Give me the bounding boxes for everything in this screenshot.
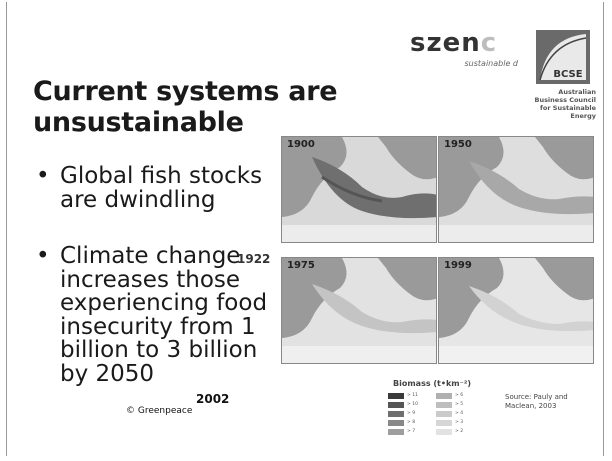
bullet-dot-icon: • xyxy=(36,243,50,269)
legend-swatch xyxy=(388,392,404,399)
legend-swatch xyxy=(436,419,452,426)
legend-label: > 4 xyxy=(455,411,464,416)
fish-biomass-map-image xyxy=(439,258,593,363)
source-line: Maclean, 2003 xyxy=(505,402,557,410)
legend-swatch xyxy=(388,401,404,408)
legend-label: > 7 xyxy=(407,429,416,434)
fish-biomass-map-image xyxy=(282,258,436,363)
legend-label: > 2 xyxy=(455,429,464,434)
bcse-emblem-text: BCSE xyxy=(553,69,582,80)
bcse-line: for Sustainable xyxy=(540,104,596,112)
fish-biomass-map-image xyxy=(282,137,436,242)
source-line: Source: Pauly and xyxy=(505,393,568,401)
legend-row: > 5 xyxy=(436,401,463,408)
legend-row: > 9 xyxy=(388,410,418,417)
legend-row: > 2 xyxy=(436,428,463,435)
slide-title: Current systems are unsustainable xyxy=(33,76,338,138)
legend-swatch xyxy=(436,428,452,435)
legend-swatch xyxy=(388,428,404,435)
bullet-text: Global fish stocks are dwindling xyxy=(60,163,263,213)
legend-label: > 9 xyxy=(407,411,416,416)
map-year-label: 1950 xyxy=(444,139,472,150)
bullet-text: Climate change increases those experienc… xyxy=(60,243,268,387)
legend-label: > 8 xyxy=(407,420,416,425)
copyright-text: © Greenpeace xyxy=(126,406,193,416)
map-1999: 1999 xyxy=(438,257,594,364)
legend-row: > 10 xyxy=(388,401,418,408)
bullet-item: • Climate change increases those experie… xyxy=(36,243,286,387)
legend-swatch xyxy=(436,401,452,408)
title-line-2: unsustainable xyxy=(33,107,244,138)
map-1950: 1950 xyxy=(438,136,594,243)
legend-row: > 7 xyxy=(388,428,418,435)
bcse-line: Energy xyxy=(570,112,596,120)
szenc-word-fade: c xyxy=(480,28,498,58)
bcse-logo: BCSE Australian Business Council for Sus… xyxy=(534,28,596,120)
legend-row: > 6 xyxy=(436,392,463,399)
szenc-tagline: sustainable d xyxy=(464,59,518,68)
legend-row: > 11 xyxy=(388,392,418,399)
year-note-2002: 2002 xyxy=(196,392,230,406)
legend-row: > 4 xyxy=(436,410,463,417)
legend-row: > 3 xyxy=(436,419,463,426)
year-note-1922: 1922 xyxy=(237,252,271,266)
legend-label: > 11 xyxy=(407,393,418,398)
szenc-logo: szenc sustainable d xyxy=(410,28,528,76)
legend-swatch xyxy=(388,410,404,417)
legend-column-left: > 11 > 10 > 9 > 8 > 7 xyxy=(388,392,418,437)
bullet-list: • Global fish stocks are dwindling • Cli… xyxy=(36,163,286,419)
bcse-text: Australian Business Council for Sustaina… xyxy=(534,88,596,120)
title-line-1: Current systems are xyxy=(33,76,338,107)
legend-title: Biomass (t•km⁻²) xyxy=(393,379,472,388)
legend-swatch xyxy=(388,419,404,426)
source-citation: Source: Pauly and Maclean, 2003 xyxy=(505,393,568,411)
legend-label: > 3 xyxy=(455,420,464,425)
legend-label: > 5 xyxy=(455,402,464,407)
fish-biomass-map-image xyxy=(439,137,593,242)
map-year-label: 1999 xyxy=(444,260,472,271)
legend-row: > 8 xyxy=(388,419,418,426)
bcse-line: Australian xyxy=(558,88,596,96)
legend-swatch xyxy=(436,410,452,417)
legend-label: > 6 xyxy=(455,393,464,398)
map-1900: 1900 xyxy=(281,136,437,243)
szenc-word: szen xyxy=(410,28,481,58)
map-year-label: 1975 xyxy=(287,260,315,271)
slide-frame xyxy=(6,2,604,456)
map-1975: 1975 xyxy=(281,257,437,364)
legend-column-right: > 6 > 5 > 4 > 3 > 2 xyxy=(436,392,463,437)
bcse-emblem-icon: BCSE xyxy=(536,30,590,84)
bullet-dot-icon: • xyxy=(36,163,50,189)
legend-label: > 10 xyxy=(407,402,418,407)
legend-swatch xyxy=(436,392,452,399)
bcse-line: Business Council xyxy=(534,96,596,104)
bullet-item: • Global fish stocks are dwindling xyxy=(36,163,286,213)
map-year-label: 1900 xyxy=(287,139,315,150)
